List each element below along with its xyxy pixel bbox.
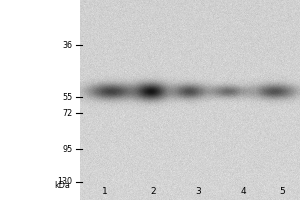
Text: 72: 72 xyxy=(62,108,73,117)
Text: 55: 55 xyxy=(62,92,73,102)
Text: 3: 3 xyxy=(195,188,201,196)
Bar xyxy=(0,0,80,200)
Text: 5: 5 xyxy=(279,188,285,196)
Text: kDa: kDa xyxy=(55,181,70,190)
Text: 4: 4 xyxy=(240,188,246,196)
Text: 130: 130 xyxy=(58,178,73,186)
Text: 95: 95 xyxy=(62,144,73,154)
Text: 1: 1 xyxy=(102,188,108,196)
Text: 2: 2 xyxy=(150,188,156,196)
Text: 36: 36 xyxy=(63,40,73,49)
